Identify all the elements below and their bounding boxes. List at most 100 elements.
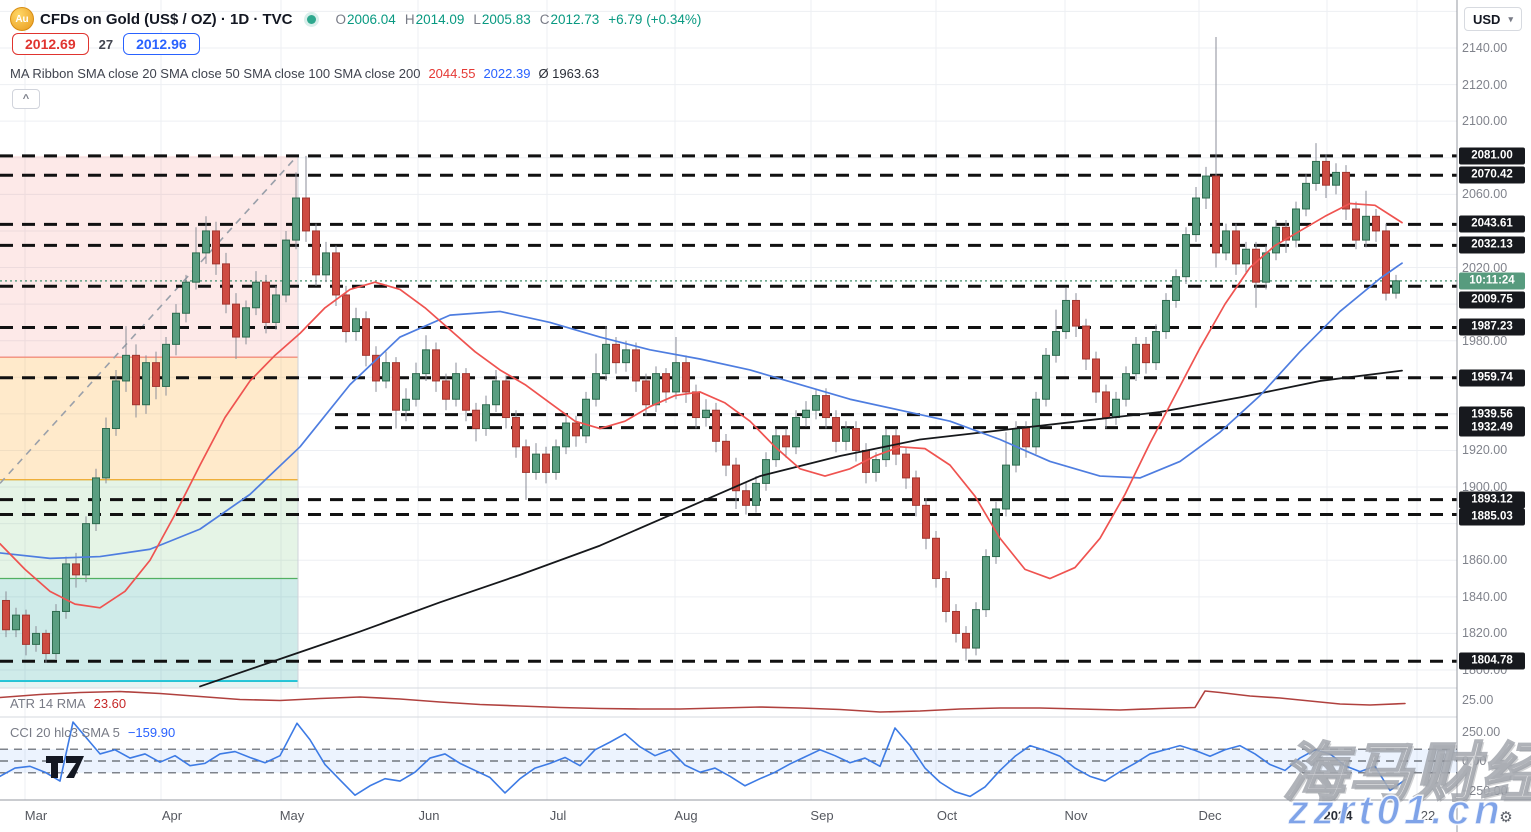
price-level-badge: 1804.78 <box>1459 652 1525 670</box>
support-resistance-levels <box>0 154 1457 663</box>
candle-down <box>522 446 530 473</box>
candle-up <box>652 373 660 406</box>
atr-legend[interactable]: ATR 14 RMA 23.60 <box>10 696 126 711</box>
ma-sma20-value: 2044.55 <box>428 66 476 81</box>
time-axis-label: Mar <box>24 808 48 823</box>
time-axis-label: Sep <box>810 808 834 823</box>
open-value: 2006.04 <box>347 11 396 27</box>
candle-up <box>162 343 170 387</box>
analysis-zones <box>0 154 299 688</box>
price-level-badge: 2043.61 <box>1459 215 1525 233</box>
time-axis-label: Apr <box>161 808 183 823</box>
buy-button[interactable]: 2012.96 <box>123 33 200 55</box>
price-axis-label: 2020.00 <box>1462 260 1508 275</box>
candle-down <box>1022 428 1030 448</box>
candle-down <box>1072 299 1080 327</box>
candle-up <box>842 428 850 442</box>
candle-up <box>1112 398 1120 419</box>
candle-up <box>1152 331 1160 364</box>
time-axis-label: Jul <box>549 808 567 823</box>
candle-up <box>582 398 590 437</box>
candle-down <box>372 354 380 382</box>
currency-selector[interactable]: USD ▾ <box>1464 7 1522 31</box>
ma-ribbon-legend[interactable]: MA Ribbon SMA close 20 SMA close 50 SMA … <box>10 66 599 81</box>
candle-up <box>482 404 490 430</box>
candle-up <box>32 632 40 645</box>
axis-settings-button[interactable]: ⚙ <box>1488 806 1524 828</box>
candle-down <box>362 318 370 356</box>
candle-up <box>802 409 810 419</box>
candle-down <box>392 362 400 411</box>
time-axis-label: 22 <box>1420 808 1436 823</box>
candle-up <box>532 453 540 473</box>
candle-up <box>252 281 260 309</box>
price-level-badge: 1939.56 <box>1459 406 1525 424</box>
candle-up <box>422 349 430 375</box>
candle-up <box>382 362 390 382</box>
low-label: L <box>473 11 481 27</box>
ma-average-value: Ø 1963.63 <box>538 66 600 81</box>
candle-up <box>242 307 250 338</box>
candle-up <box>192 252 200 283</box>
price-axis-label: 2120.00 <box>1462 77 1508 92</box>
sell-button[interactable]: 2012.69 <box>12 33 89 55</box>
atr-label: ATR 14 RMA <box>10 696 86 711</box>
candle-down <box>502 380 510 419</box>
price-level-badge: 2070.42 <box>1459 166 1525 184</box>
candle-down <box>132 354 140 406</box>
candle-down <box>782 435 790 448</box>
high-value: 2014.09 <box>415 11 465 27</box>
candle-down <box>432 349 440 382</box>
candle-up <box>112 380 120 430</box>
symbol-title[interactable]: CFDs on Gold (US$ / OZ) · 1D · TVC <box>40 10 293 28</box>
candle-up <box>812 395 820 411</box>
cci-label: CCI 20 hlc3 SMA 5 <box>10 725 120 740</box>
collapse-legend-button[interactable]: ^ <box>12 89 40 109</box>
candle-up <box>792 417 800 448</box>
sma-200-line <box>199 369 1403 688</box>
candle-down <box>1372 215 1380 232</box>
time-axis-label: 2024 <box>1323 808 1353 823</box>
quote-row: 2012.69 27 2012.96 <box>12 33 200 55</box>
price-level-badge: 1959.74 <box>1459 369 1525 387</box>
tradingview-logo-icon <box>46 756 84 778</box>
candle-down <box>1102 391 1110 419</box>
atr-line <box>0 690 1406 713</box>
candle-up <box>1362 215 1370 241</box>
cci-line <box>0 721 1406 798</box>
candle-down <box>212 230 220 265</box>
candle-up <box>92 477 100 525</box>
low-value: 2005.83 <box>481 11 531 27</box>
candle-up <box>282 239 290 296</box>
candle-down <box>742 490 750 506</box>
candle-up <box>1182 234 1190 278</box>
candle-down <box>1382 230 1390 294</box>
candle-up <box>292 197 300 241</box>
candle-down <box>542 453 550 473</box>
candle-up <box>872 459 880 473</box>
candle-down <box>462 373 470 411</box>
candle-down <box>512 417 520 448</box>
candle-up <box>1332 171 1340 186</box>
candle-up <box>592 373 600 400</box>
candle-down <box>662 373 670 393</box>
cci-legend[interactable]: CCI 20 hlc3 SMA 5 −159.90 <box>10 725 175 740</box>
candle-down <box>312 230 320 276</box>
price-axis-label: 1860.00 <box>1462 553 1508 568</box>
symbol-header: Au CFDs on Gold (US$ / OZ) · 1D · TVC O2… <box>10 7 701 31</box>
candle-down <box>72 563 80 576</box>
price-level-badge: 2081.00 <box>1459 147 1525 165</box>
candle-up <box>1002 464 1010 510</box>
time-axis-label: Nov <box>1064 808 1088 823</box>
candle-down <box>612 343 620 364</box>
candle-up <box>1392 280 1400 294</box>
candle-up <box>1292 208 1300 241</box>
candle-down <box>152 362 160 387</box>
cci-axis-label: −250.00 <box>1462 783 1508 798</box>
ma-ribbon-label: MA Ribbon SMA close 20 SMA close 50 SMA … <box>10 66 421 81</box>
candle-down <box>962 632 970 649</box>
candle-down <box>682 362 690 393</box>
candle-down <box>902 453 910 479</box>
change-value: +6.79 (+0.34%) <box>608 11 702 27</box>
